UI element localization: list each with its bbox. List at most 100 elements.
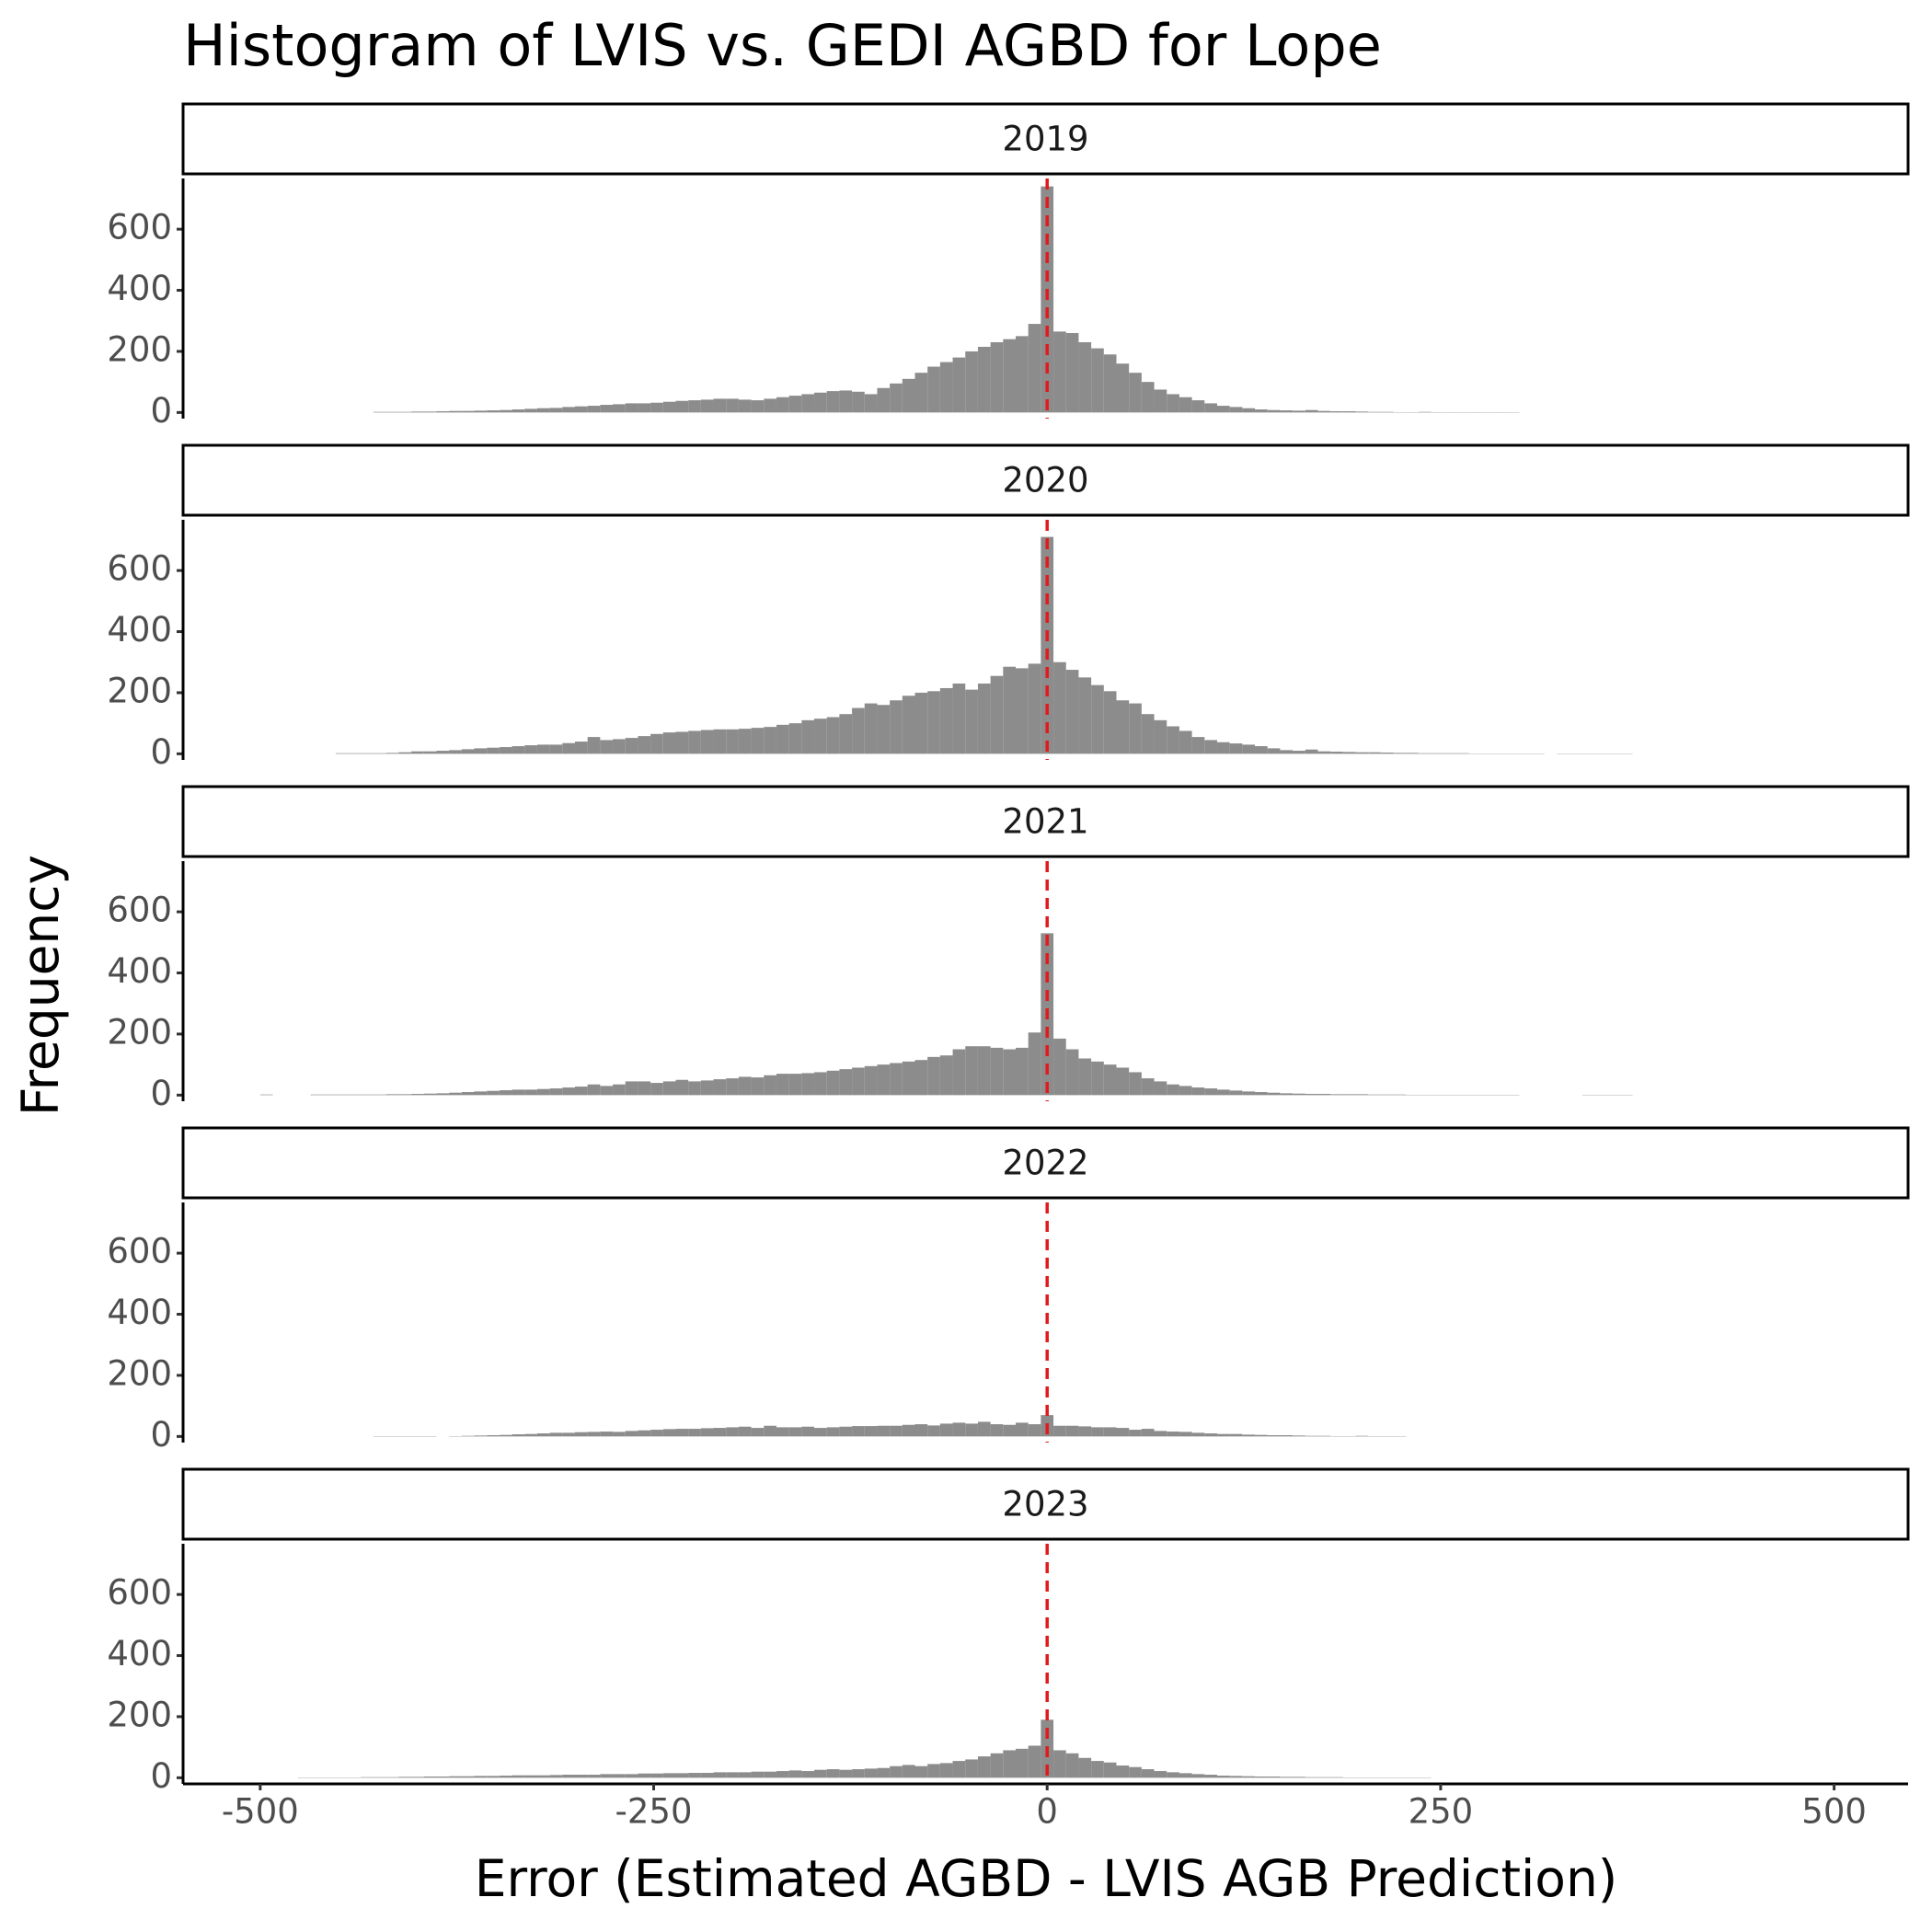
bar: [1028, 324, 1041, 413]
bar: [814, 392, 827, 413]
bar: [890, 1063, 903, 1096]
bar: [902, 1061, 915, 1096]
bar: [1242, 744, 1256, 754]
bar: [852, 1769, 865, 1778]
bar: [1129, 1766, 1142, 1778]
bar: [1179, 1773, 1192, 1778]
bar: [1129, 703, 1142, 754]
bar: [1242, 408, 1256, 413]
bar: [512, 409, 525, 413]
y-axis-label: Frequency: [11, 855, 70, 1116]
bar: [788, 1074, 802, 1096]
bar: [1141, 1078, 1155, 1096]
bar: [1065, 1753, 1079, 1778]
bar: [890, 1425, 903, 1437]
bar: [675, 731, 689, 754]
bar: [1355, 1435, 1369, 1437]
bar: [675, 400, 689, 413]
bar: [726, 398, 739, 413]
x-tick-label: -250: [615, 1792, 693, 1832]
bar: [864, 1768, 878, 1778]
bar: [1028, 1424, 1041, 1437]
bar: [776, 397, 789, 413]
bar: [1368, 1094, 1381, 1096]
bar: [726, 1772, 739, 1778]
bar: [751, 1077, 765, 1096]
bar: [1154, 1081, 1167, 1096]
bar: [927, 1425, 940, 1437]
bar: [1141, 714, 1155, 754]
bar: [385, 1777, 399, 1778]
bar: [587, 406, 601, 413]
bar: [852, 1067, 865, 1096]
bar: [1216, 1776, 1230, 1778]
bar: [1280, 410, 1294, 413]
bar: [1342, 1094, 1356, 1096]
bar: [474, 748, 488, 754]
bar: [751, 728, 765, 754]
bar: [1028, 1745, 1041, 1778]
bar: [814, 1769, 827, 1778]
bar: [977, 683, 991, 754]
x-axis-label: Error (Estimated AGBD - LVIS AGB Predict…: [475, 1849, 1618, 1908]
bar: [1154, 719, 1167, 754]
bar: [738, 1076, 752, 1096]
bar: [939, 1055, 953, 1096]
bar: [411, 411, 424, 413]
bar: [449, 1092, 462, 1096]
bar: [990, 675, 1004, 754]
bar: [1242, 1434, 1256, 1437]
y-tick-label: 0: [150, 1756, 172, 1796]
bar: [877, 387, 891, 413]
bar: [423, 411, 437, 413]
bar: [549, 1432, 563, 1437]
strip: [181, 785, 1910, 858]
bar: [574, 406, 588, 413]
bar: [1129, 373, 1142, 413]
y-tick-label: 0: [150, 732, 172, 772]
bar: [1041, 536, 1054, 754]
bar: [512, 1434, 525, 1437]
bar: [499, 1090, 512, 1096]
bar: [902, 378, 915, 413]
bar: [1103, 354, 1117, 413]
bar: [449, 1776, 462, 1778]
bar: [713, 1772, 727, 1778]
bar: [600, 1086, 614, 1096]
bar: [600, 1432, 614, 1437]
y-tick-label: 400: [107, 610, 172, 650]
strip: [181, 443, 1910, 517]
bar: [487, 747, 500, 754]
bar: [1267, 1435, 1281, 1437]
bar: [1103, 1427, 1117, 1437]
bar: [474, 1776, 488, 1778]
bar: [1418, 753, 1432, 754]
bar: [1015, 1748, 1029, 1778]
bar: [801, 719, 815, 754]
bar: [600, 405, 614, 413]
bar: [826, 1769, 840, 1778]
bar: [374, 1777, 386, 1778]
bar: [764, 1425, 776, 1437]
bar: [512, 1089, 525, 1096]
bar: [1368, 411, 1381, 413]
bar: [801, 1073, 815, 1096]
bar: [1418, 411, 1432, 413]
bar: [1305, 409, 1318, 413]
bar: [1317, 1435, 1331, 1437]
bar: [1091, 684, 1104, 754]
bar: [1380, 411, 1394, 413]
bar: [638, 1430, 651, 1437]
bar: [1015, 668, 1029, 754]
bar: [788, 723, 802, 754]
bar: [1204, 740, 1217, 754]
bar: [700, 1773, 714, 1778]
bar: [1078, 1058, 1092, 1096]
strip: [181, 1126, 1910, 1200]
bar: [738, 1426, 752, 1437]
bar: [788, 396, 802, 413]
bar: [1154, 1771, 1167, 1778]
bar: [826, 717, 840, 754]
bar: [939, 1763, 953, 1778]
bar: [1191, 1087, 1205, 1096]
